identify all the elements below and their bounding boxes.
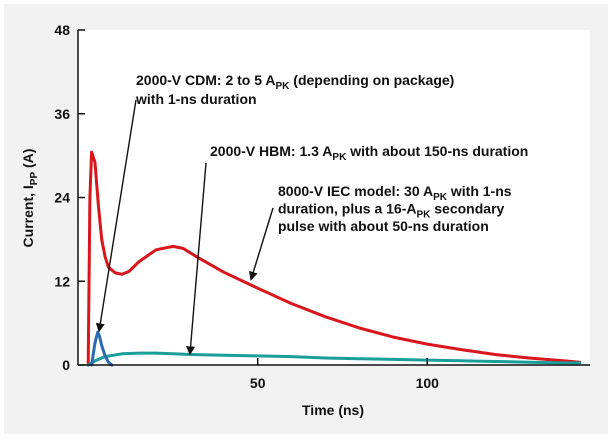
annotation-text-tail: with about 150-ns duration bbox=[346, 143, 528, 159]
annotation-subscript: PK bbox=[433, 192, 448, 203]
annotation-arrow-1 bbox=[95, 99, 137, 333]
annotation-1: 2000-V CDM: 2 to 5 APK (depending on pac… bbox=[135, 72, 454, 107]
annotation-layer: 2000-V CDM: 2 to 5 APK (depending on pac… bbox=[95, 72, 528, 356]
y-axis-label-subscript: PP bbox=[29, 172, 40, 186]
annotation-subscript: PK bbox=[332, 152, 347, 163]
y-tick-label: 36 bbox=[54, 106, 70, 122]
series-layer bbox=[86, 150, 582, 367]
annotation-text-tail: with 1-ns bbox=[447, 183, 512, 199]
series-line-3 bbox=[90, 330, 114, 367]
axis-layer: 0 12 24 36 48 50 100 bbox=[54, 22, 590, 391]
x-axis-label: Time (ns) bbox=[302, 402, 364, 418]
x-tick-label: 50 bbox=[250, 375, 266, 391]
annotation-text: with 1-ns duration bbox=[135, 91, 257, 107]
y-axis-label: Current, IPP (A) bbox=[20, 149, 40, 248]
y-axis-label-main: Current, I bbox=[20, 185, 36, 247]
annotation-2: 2000-V HBM: 1.3 APK with about 150-ns du… bbox=[210, 143, 528, 163]
annotation-text: duration, plus a 16-A bbox=[278, 201, 416, 217]
y-tick-label: 0 bbox=[62, 357, 70, 373]
annotation-arrow-3 bbox=[248, 207, 274, 281]
annotation-text-tail: secondary bbox=[430, 201, 504, 217]
annotation-3: 8000-V IEC model: 30 APK with 1-ns durati… bbox=[278, 183, 512, 234]
plot-area bbox=[78, 30, 590, 365]
annotation-text-tail: (depending on package) bbox=[289, 72, 454, 88]
y-tick-label: 12 bbox=[54, 273, 70, 289]
annotation-arrow-2 bbox=[186, 162, 207, 356]
annotation-text: 2000-V CDM: 2 to 5 A bbox=[136, 72, 276, 88]
y-tick-label: 24 bbox=[54, 190, 70, 206]
y-tick-label: 48 bbox=[54, 22, 70, 38]
annotation-text: 2000-V HBM: 1.3 A bbox=[210, 143, 332, 159]
x-tick-label: 100 bbox=[416, 375, 440, 391]
y-axis-label-unit: (A) bbox=[20, 149, 36, 172]
series-line-1 bbox=[86, 150, 582, 367]
annotation-text: 8000-V IEC model: 30 A bbox=[278, 183, 433, 199]
annotation-subscript: PK bbox=[276, 81, 291, 92]
annotation-text: pulse with about 50-ns duration bbox=[278, 218, 489, 234]
annotation-subscript: PK bbox=[416, 210, 431, 221]
series-line-2 bbox=[86, 351, 582, 367]
